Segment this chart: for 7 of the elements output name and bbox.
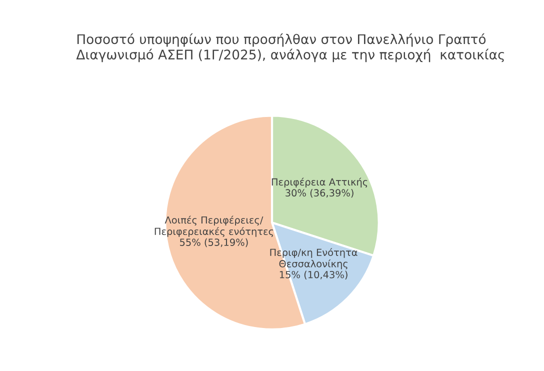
slice-label: Περιφέρεια Αττικής [272,178,368,188]
slice-label: Λοιπές Περιφέρειες/ Περιφερειακές ενότητες [154,216,274,237]
data-label: 55% (53,19%) [180,238,248,248]
slice-label: Περιφ/κη Ενότητα Θεσσαλονίκης [270,248,358,270]
data-label: 15% (10,43%) [280,270,348,280]
chart-title: Ποσοστό υποψηφίων που προσήλθαν στον Πανελλήνιο Γραπτό Διαγωνισμό ΑΣΕΠ (1Γ/2025), ανάλογα με την περιοχή κατοικίας [76,33,504,62]
data-label: 30% (36,39%) [286,189,354,198]
